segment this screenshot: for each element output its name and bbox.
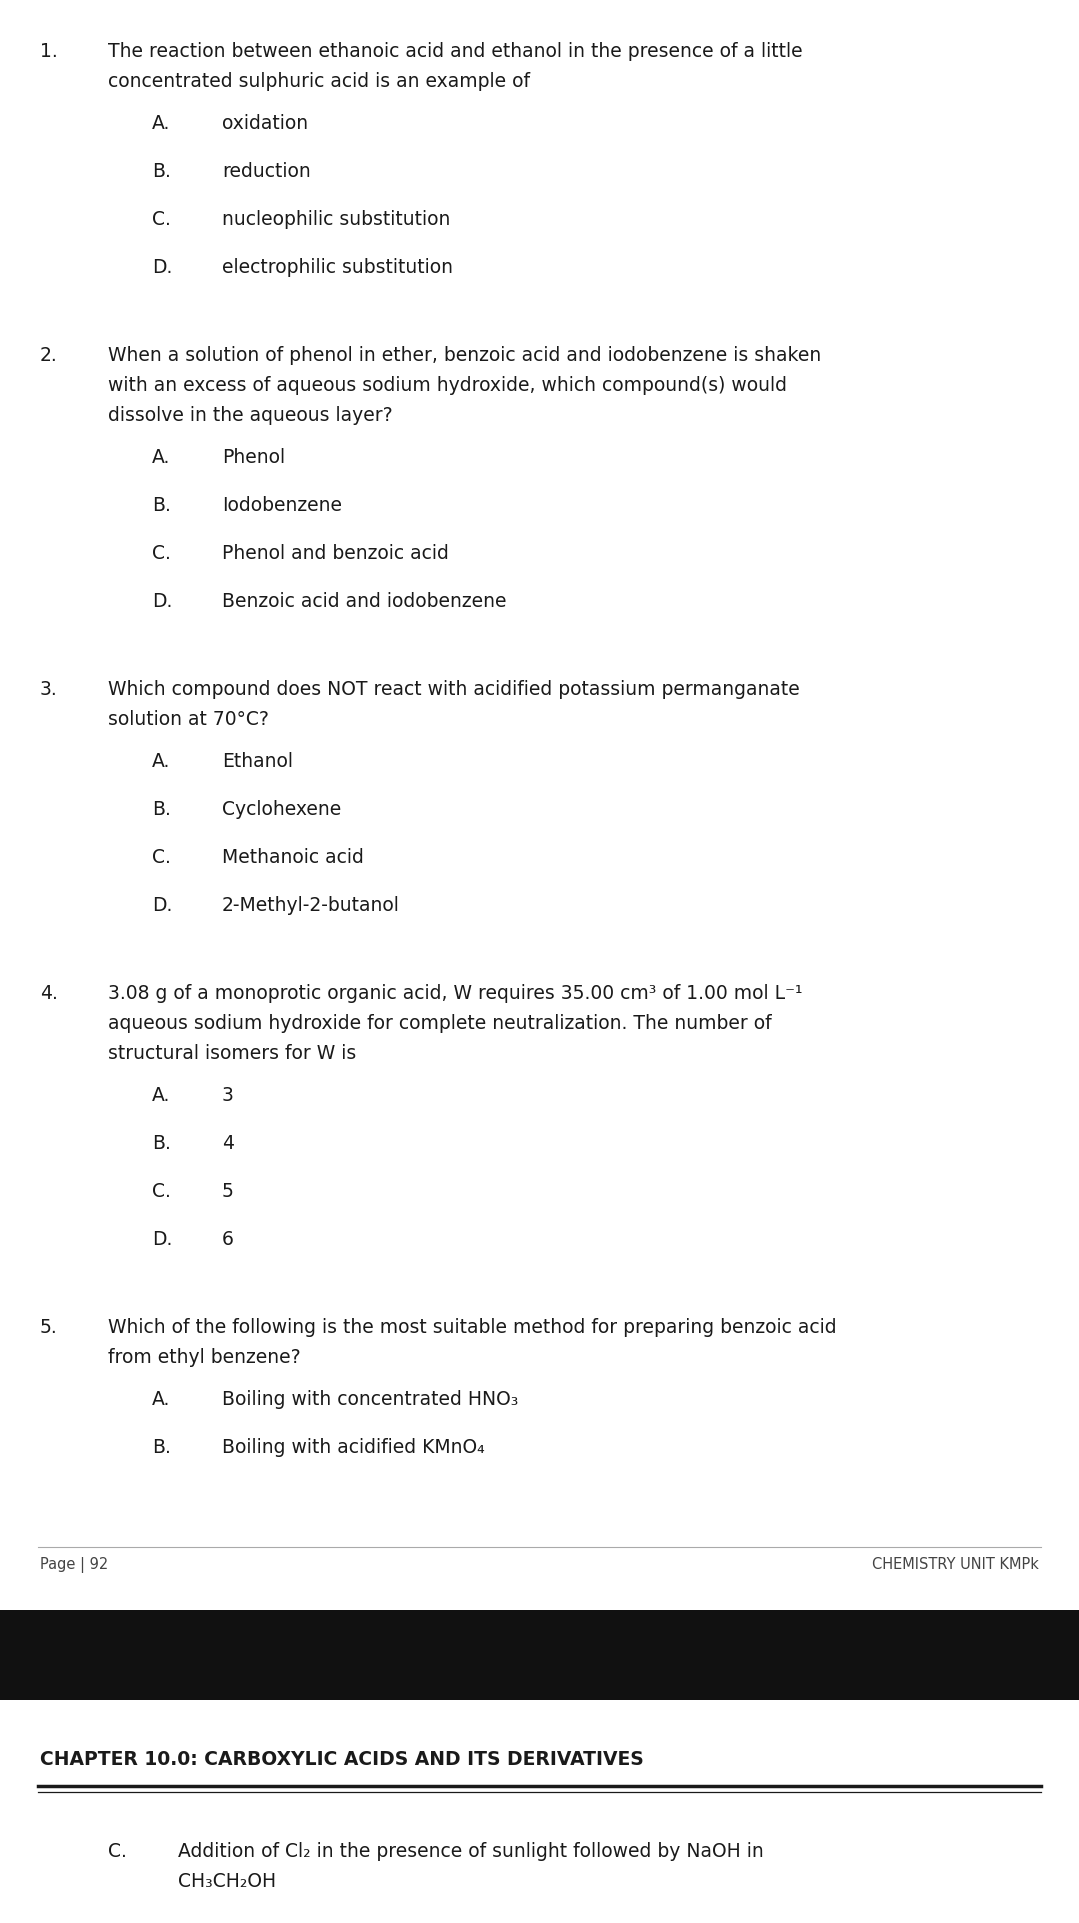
Text: from ethyl benzene?: from ethyl benzene?: [108, 1348, 301, 1367]
Text: 3.08 g of a monoprotic organic acid, W requires 35.00 cm³ of 1.00 mol L⁻¹: 3.08 g of a monoprotic organic acid, W r…: [108, 985, 803, 1004]
Text: Cyclohexene: Cyclohexene: [222, 800, 341, 819]
Text: CH₃CH₂OH: CH₃CH₂OH: [178, 1871, 276, 1890]
Text: Which of the following is the most suitable method for preparing benzoic acid: Which of the following is the most suita…: [108, 1317, 836, 1336]
Text: 4: 4: [222, 1135, 234, 1154]
Text: electrophilic substitution: electrophilic substitution: [222, 258, 453, 277]
Text: C.: C.: [152, 1183, 170, 1202]
Text: D.: D.: [152, 1231, 173, 1250]
Text: Phenol: Phenol: [222, 448, 285, 467]
Text: nucleophilic substitution: nucleophilic substitution: [222, 210, 450, 229]
Text: 3: 3: [222, 1086, 234, 1106]
Text: C.: C.: [108, 1842, 127, 1861]
Text: Benzoic acid and iodobenzene: Benzoic acid and iodobenzene: [222, 592, 506, 612]
Text: B.: B.: [152, 496, 170, 515]
Text: Phenol and benzoic acid: Phenol and benzoic acid: [222, 544, 449, 563]
Text: Methanoic acid: Methanoic acid: [222, 848, 364, 867]
Text: B.: B.: [152, 162, 170, 181]
Text: 2-Methyl-2-butanol: 2-Methyl-2-butanol: [222, 896, 400, 915]
Text: 3.: 3.: [40, 681, 58, 698]
Text: A.: A.: [152, 113, 170, 133]
Text: A.: A.: [152, 1390, 170, 1410]
Text: 5.: 5.: [40, 1317, 58, 1336]
Text: dissolve in the aqueous layer?: dissolve in the aqueous layer?: [108, 406, 393, 425]
Text: CHEMISTRY UNIT KMPk: CHEMISTRY UNIT KMPk: [872, 1558, 1039, 1571]
Text: C.: C.: [152, 848, 170, 867]
Text: D.: D.: [152, 592, 173, 612]
Text: Addition of Cl₂ in the presence of sunlight followed by NaOH in: Addition of Cl₂ in the presence of sunli…: [178, 1842, 764, 1861]
Text: aqueous sodium hydroxide for complete neutralization. The number of: aqueous sodium hydroxide for complete ne…: [108, 1013, 771, 1033]
Text: C.: C.: [152, 210, 170, 229]
Text: CHAPTER 10.0: CARBOXYLIC ACIDS AND ITS DERIVATIVES: CHAPTER 10.0: CARBOXYLIC ACIDS AND ITS D…: [40, 1750, 644, 1769]
Text: B.: B.: [152, 800, 170, 819]
Text: Which compound does NOT react with acidified potassium permanganate: Which compound does NOT react with acidi…: [108, 681, 800, 698]
Text: concentrated sulphuric acid is an example of: concentrated sulphuric acid is an exampl…: [108, 71, 530, 90]
Text: Iodobenzene: Iodobenzene: [222, 496, 342, 515]
Text: 2.: 2.: [40, 346, 58, 365]
Text: structural isomers for W is: structural isomers for W is: [108, 1044, 356, 1063]
Text: A.: A.: [152, 448, 170, 467]
Text: with an excess of aqueous sodium hydroxide, which compound(s) would: with an excess of aqueous sodium hydroxi…: [108, 377, 787, 394]
Text: A.: A.: [152, 752, 170, 771]
Text: D.: D.: [152, 896, 173, 915]
Text: solution at 70°C?: solution at 70°C?: [108, 710, 269, 729]
Text: Page | 92: Page | 92: [40, 1558, 108, 1573]
Text: B.: B.: [152, 1438, 170, 1458]
Text: Ethanol: Ethanol: [222, 752, 293, 771]
Text: 6: 6: [222, 1231, 234, 1250]
Text: B.: B.: [152, 1135, 170, 1154]
Text: 4.: 4.: [40, 985, 58, 1004]
Text: The reaction between ethanoic acid and ethanol in the presence of a little: The reaction between ethanoic acid and e…: [108, 42, 803, 62]
Text: reduction: reduction: [222, 162, 311, 181]
Bar: [0, 1610, 1079, 1700]
Text: 1.: 1.: [40, 42, 58, 62]
Text: A.: A.: [152, 1086, 170, 1106]
Text: 5: 5: [222, 1183, 234, 1202]
Text: Boiling with concentrated HNO₃: Boiling with concentrated HNO₃: [222, 1390, 518, 1410]
Text: Boiling with acidified KMnO₄: Boiling with acidified KMnO₄: [222, 1438, 484, 1458]
Text: oxidation: oxidation: [222, 113, 309, 133]
Text: D.: D.: [152, 258, 173, 277]
Text: When a solution of phenol in ether, benzoic acid and iodobenzene is shaken: When a solution of phenol in ether, benz…: [108, 346, 821, 365]
Text: C.: C.: [152, 544, 170, 563]
